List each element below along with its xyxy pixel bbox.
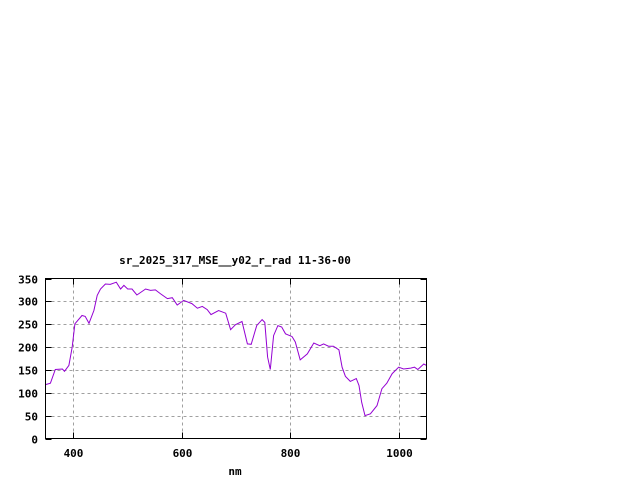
series bbox=[45, 281, 427, 417]
series-line bbox=[45, 281, 427, 417]
x-axis-label: nm bbox=[228, 465, 242, 478]
x-tick-label: 400 bbox=[64, 447, 84, 460]
plot-frame bbox=[45, 278, 427, 439]
y-tick-label: 200 bbox=[18, 342, 38, 355]
grid bbox=[45, 278, 427, 439]
x-tick-label: 600 bbox=[173, 447, 193, 460]
y-tick-label: 250 bbox=[18, 319, 38, 332]
y-tick-label: 100 bbox=[18, 388, 38, 401]
tick-labels: 0 50 100 150 200 250 300 350 400 600 800 1000 bbox=[18, 274, 413, 461]
y-tick-label: 50 bbox=[25, 411, 38, 424]
y-tick-label: 350 bbox=[18, 274, 38, 287]
chart-title: sr_2025_317_MSE__y02_r_rad 11-36-00 bbox=[119, 254, 351, 267]
x-tick-label: 800 bbox=[281, 447, 301, 460]
x-tick-label: 1000 bbox=[386, 447, 413, 460]
y-tick-label: 150 bbox=[18, 365, 38, 378]
ticks bbox=[45, 278, 427, 440]
y-tick-label: 300 bbox=[18, 296, 38, 309]
y-tick-label: 0 bbox=[31, 434, 38, 447]
